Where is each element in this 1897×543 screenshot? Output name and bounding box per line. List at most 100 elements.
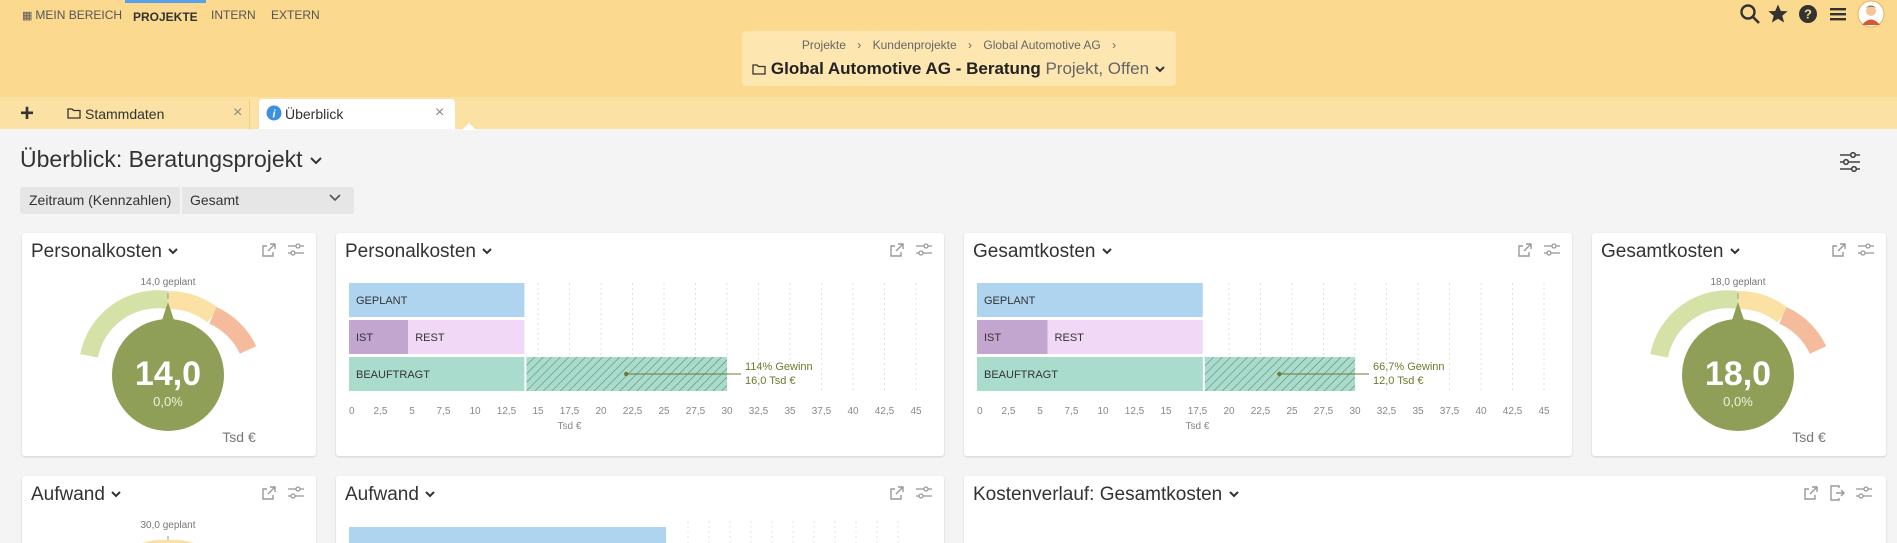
- widget-title[interactable]: Personalkosten: [31, 241, 179, 263]
- close-icon[interactable]: ×: [435, 104, 445, 121]
- chevron-down-icon: [167, 241, 179, 262]
- star-icon[interactable]: [1767, 3, 1789, 30]
- open-external-icon[interactable]: [261, 242, 277, 263]
- nav-projekte[interactable]: PROJEKTE: [125, 0, 206, 30]
- bar-beauftragt-label: BEAUFTRAGT: [356, 369, 430, 381]
- x-tick-label: 37,5: [1440, 406, 1460, 417]
- breadcrumb-item[interactable]: Projekte: [801, 38, 846, 52]
- settings-sliders-icon[interactable]: [915, 242, 933, 263]
- settings-sliders-icon[interactable]: [1857, 242, 1875, 263]
- x-tick-label: 40: [847, 406, 859, 417]
- gauge-segment: [142, 539, 194, 543]
- widget-aufwand-bar: Aufwand: [336, 476, 944, 543]
- project-title[interactable]: Global Automotive AG - Beratung Projekt,…: [742, 59, 1176, 79]
- x-tick-label: 10: [469, 406, 481, 417]
- x-tick-label: 17,5: [1188, 406, 1208, 417]
- export-icon[interactable]: [1829, 485, 1845, 506]
- gain-value: 12,0 Tsd €: [1373, 375, 1424, 387]
- open-external-icon[interactable]: [261, 485, 277, 506]
- x-axis-label: Tsd €: [1186, 421, 1210, 432]
- bar-chart: GEPLANT IST REST BEAUFTRAGT 114% Gewinn 16,0 …: [349, 281, 922, 432]
- search-icon[interactable]: [1739, 3, 1761, 30]
- chevron-down-icon: [328, 191, 342, 208]
- avatar[interactable]: [1857, 0, 1885, 33]
- x-tick-label: 42,5: [1503, 406, 1523, 417]
- chevron-down-icon: [1729, 241, 1741, 262]
- gauge-value: 18,0: [1705, 355, 1771, 393]
- gauge-unit: Tsd €: [222, 429, 256, 445]
- x-tick-label: 25: [1286, 406, 1298, 417]
- open-external-icon[interactable]: [1803, 485, 1819, 506]
- gauge-needle: [1732, 302, 1744, 320]
- gauge-segment-high: [1778, 307, 1827, 355]
- settings-sliders-icon[interactable]: [1543, 242, 1561, 263]
- chevron-down-icon: [309, 146, 323, 172]
- add-tab-button[interactable]: +: [20, 100, 35, 127]
- breadcrumb-item[interactable]: Global Automotive AG: [983, 38, 1101, 52]
- widget-title[interactable]: Kostenverlauf: Gesamtkosten: [973, 484, 1240, 506]
- gauge-unit: Tsd €: [1792, 429, 1826, 445]
- period-filter-label: Zeitraum (Kennzahlen): [29, 192, 172, 208]
- bar-ist-label: IST: [356, 332, 373, 344]
- chevron-down-icon: [424, 484, 436, 505]
- settings-sliders-icon[interactable]: [287, 242, 305, 263]
- gauge-segment-mid: [167, 291, 219, 323]
- x-tick-label: 32,5: [1377, 406, 1397, 417]
- bar-geplant-label: GEPLANT: [984, 295, 1036, 307]
- widget-title[interactable]: Personalkosten: [345, 241, 493, 263]
- page-title[interactable]: Überblick: Beratungsprojekt: [20, 146, 323, 173]
- open-external-icon[interactable]: [1517, 242, 1533, 263]
- settings-sliders-icon[interactable]: [1855, 485, 1873, 506]
- widget-title[interactable]: Gesamtkosten: [1601, 241, 1741, 263]
- breadcrumb-item[interactable]: Kundenprojekte: [872, 38, 957, 52]
- bar-rest: [1047, 320, 1204, 354]
- x-tick-label: 2,5: [1002, 406, 1016, 417]
- close-icon[interactable]: ×: [233, 104, 243, 121]
- divider: [180, 187, 182, 214]
- planned-label: 18,0 geplant: [1710, 277, 1765, 288]
- open-external-icon[interactable]: [1831, 242, 1847, 263]
- annotation-dot: [624, 371, 629, 377]
- gauge-segment-low: [80, 290, 170, 358]
- bar-chart: GEPLANT IST REST BEAUFTRAGT 66,7% Gewinn 12,0…: [977, 281, 1550, 432]
- gauge-value: 14,0: [135, 355, 201, 393]
- dashboard-icon: ▦: [22, 9, 33, 22]
- x-axis-label: Tsd €: [558, 421, 582, 432]
- nav-mein-bereich[interactable]: ▦ MEIN BEREICH: [22, 8, 123, 22]
- menu-icon[interactable]: [1827, 3, 1849, 30]
- period-filter[interactable]: Zeitraum (Kennzahlen) Gesamt: [20, 187, 354, 214]
- widget-title[interactable]: Aufwand: [345, 484, 436, 506]
- widget-title[interactable]: Aufwand: [31, 484, 122, 506]
- x-tick-label: 20: [1223, 406, 1235, 417]
- nav-extern[interactable]: EXTERN: [271, 8, 320, 22]
- tab-stammdaten[interactable]: Stammdaten ×: [60, 99, 250, 129]
- help-icon[interactable]: ?: [1797, 3, 1819, 30]
- open-external-icon[interactable]: [889, 242, 905, 263]
- widget-personalkosten-bar: Personalkosten GEPLANT IST REST BEAUFTRAGT 1…: [336, 233, 944, 456]
- settings-sliders-icon[interactable]: [1838, 150, 1862, 179]
- bar-geplant: [349, 527, 666, 543]
- gauge-chart: 14,0 geplant 14,0 0,0% Tsd €: [80, 277, 257, 445]
- tab-ueberblick[interactable]: i Überblick ×: [259, 99, 455, 129]
- gauge-center: [1682, 319, 1794, 431]
- x-tick-label: 35: [1412, 406, 1424, 417]
- gain-percent: 114% Gewinn: [745, 361, 813, 373]
- bar-beauftragt: [349, 357, 526, 391]
- nav-intern[interactable]: INTERN: [211, 8, 256, 22]
- widget-title[interactable]: Gesamtkosten: [973, 241, 1113, 263]
- x-tick-label: 35: [784, 406, 796, 417]
- settings-sliders-icon[interactable]: [915, 485, 933, 506]
- x-tick-label: 12,5: [1125, 406, 1145, 417]
- x-tick-label: 37,5: [812, 406, 832, 417]
- settings-sliders-icon[interactable]: [287, 485, 305, 506]
- gauge-segment-mid: [1737, 291, 1789, 323]
- x-tick-label: 10: [1097, 406, 1109, 417]
- chevron-down-icon: [481, 241, 493, 262]
- bar-ist: [977, 320, 1048, 354]
- gauge-segment-low: [1650, 290, 1740, 358]
- period-filter-value[interactable]: Gesamt: [190, 192, 240, 208]
- open-external-icon[interactable]: [889, 485, 905, 506]
- gridlines: [687, 521, 899, 543]
- gauge-center: [112, 319, 224, 431]
- x-tick-label: 22,5: [623, 406, 643, 417]
